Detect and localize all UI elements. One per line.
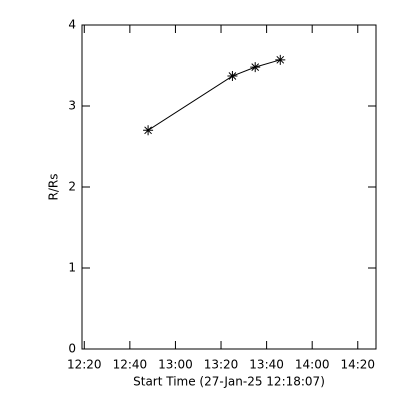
x-axis-label: Start Time (27-Jan-25 12:18:07) <box>133 375 325 389</box>
y-axis-label: R/Rs <box>47 174 61 201</box>
y-tick-label: 4 <box>68 18 76 32</box>
x-tick-label: 12:40 <box>113 358 148 372</box>
x-tick-label: 13:20 <box>204 358 239 372</box>
series-line <box>147 59 281 131</box>
data-point <box>143 125 154 136</box>
y-tick-label: 1 <box>68 261 76 275</box>
y-tick-label: 3 <box>68 99 76 113</box>
y-tick-label: 0 <box>68 342 76 356</box>
y-tick-label: 2 <box>68 180 76 194</box>
data-point <box>250 62 261 73</box>
x-tick-label: 12:20 <box>67 358 102 372</box>
x-tick-label: 13:40 <box>249 358 284 372</box>
x-tick-label: 13:00 <box>158 358 193 372</box>
x-tick-label: 14:00 <box>295 358 330 372</box>
x-tick-label: 14:20 <box>340 358 375 372</box>
data-point <box>227 71 238 82</box>
data-point <box>275 54 286 65</box>
plot-frame <box>81 24 377 350</box>
